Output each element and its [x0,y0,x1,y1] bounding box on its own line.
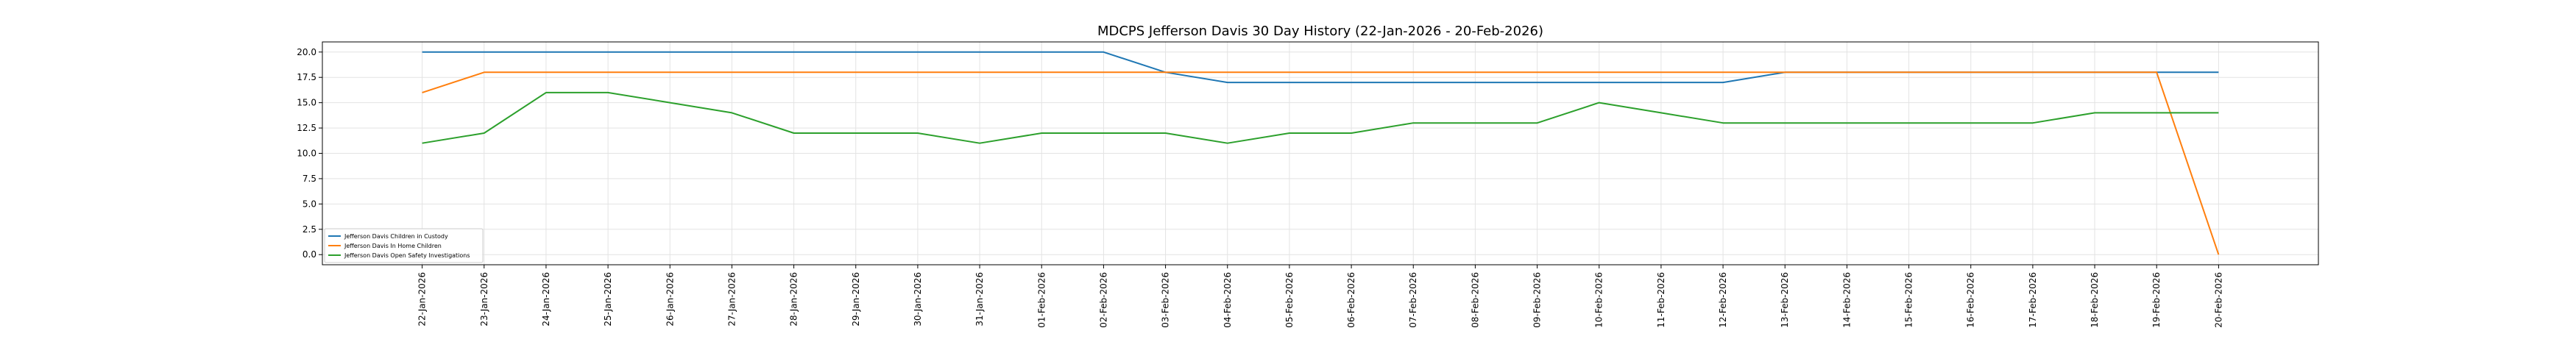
x-axis: 22-Jan-2026 23-Jan-2026 24-Jan-2026 25-Jan-… [417,265,2223,328]
y-tick-label: 12.5 [297,123,316,133]
series-line-0 [422,51,2219,84]
x-tick-label: 06-Feb-2026 [1346,272,1356,328]
x-tick-label: 23-Jan-2026 [479,272,489,327]
x-tick-label: 10-Feb-2026 [1594,272,1604,328]
y-tick-label: 7.5 [302,174,316,184]
x-tick-label: 29-Jan-2026 [851,272,861,327]
x-tick-label: 03-Feb-2026 [1161,272,1171,328]
series-line-1 [422,71,2220,255]
legend: Jefferson Davis Children in Custody Jeffe… [324,228,484,263]
x-tick-label: 01-Feb-2026 [1036,272,1047,328]
y-tick-label: 5.0 [302,199,316,209]
legend-label: Jefferson Davis Open Safety Investigatio… [344,252,470,259]
x-tick-label: 24-Jan-2026 [541,272,551,327]
x-tick-label: 09-Feb-2026 [1532,272,1543,328]
y-tick-label: 15.0 [297,98,316,108]
x-tick-label: 08-Feb-2026 [1470,272,1480,328]
legend-label: Jefferson Davis In Home Children [344,243,442,249]
series-lines [422,51,2220,255]
x-tick-label: 11-Feb-2026 [1656,272,1666,328]
x-tick-label: 02-Feb-2026 [1098,272,1108,328]
x-tick-label: 04-Feb-2026 [1222,272,1233,328]
x-tick-label: 05-Feb-2026 [1284,272,1295,328]
y-tick-label: 17.5 [297,72,316,82]
series-line-2 [422,91,2219,144]
x-tick-label: 20-Feb-2026 [2213,272,2223,328]
x-tick-label: 14-Feb-2026 [1841,272,1852,328]
x-tick-label: 16-Feb-2026 [1966,272,1976,328]
x-tick-label: 19-Feb-2026 [2151,272,2162,328]
x-tick-label: 28-Jan-2026 [789,272,799,327]
y-tick-label: 10.0 [297,149,316,159]
x-tick-label: 27-Jan-2026 [726,272,737,327]
x-tick-label: 25-Jan-2026 [603,272,613,327]
x-tick-label: 31-Jan-2026 [974,272,985,327]
x-tick-label: 18-Feb-2026 [2090,272,2100,328]
y-axis: 0.0 2.5 5.0 7.5 10.0 12.5 15.0 17.5 20.0 [297,47,322,260]
y-tick-label: 20.0 [297,47,316,57]
y-tick-label: 0.0 [302,249,316,260]
x-tick-label: 07-Feb-2026 [1408,272,1418,328]
legend-label: Jefferson Davis Children in Custody [344,233,448,240]
x-tick-label: 13-Feb-2026 [1780,272,1790,328]
y-tick-label: 2.5 [302,224,316,235]
x-tick-label: 15-Feb-2026 [1904,272,1914,328]
x-tick-label: 22-Jan-2026 [417,272,428,327]
x-tick-label: 26-Jan-2026 [665,272,675,327]
x-tick-label: 12-Feb-2026 [1718,272,1728,328]
x-tick-label: 17-Feb-2026 [2028,272,2038,328]
legend-box [324,228,484,263]
chart-title: MDCPS Jefferson Davis 30 Day History (22… [1097,24,1543,39]
grid-lines [322,42,2318,265]
x-tick-label: 30-Jan-2026 [913,272,923,327]
